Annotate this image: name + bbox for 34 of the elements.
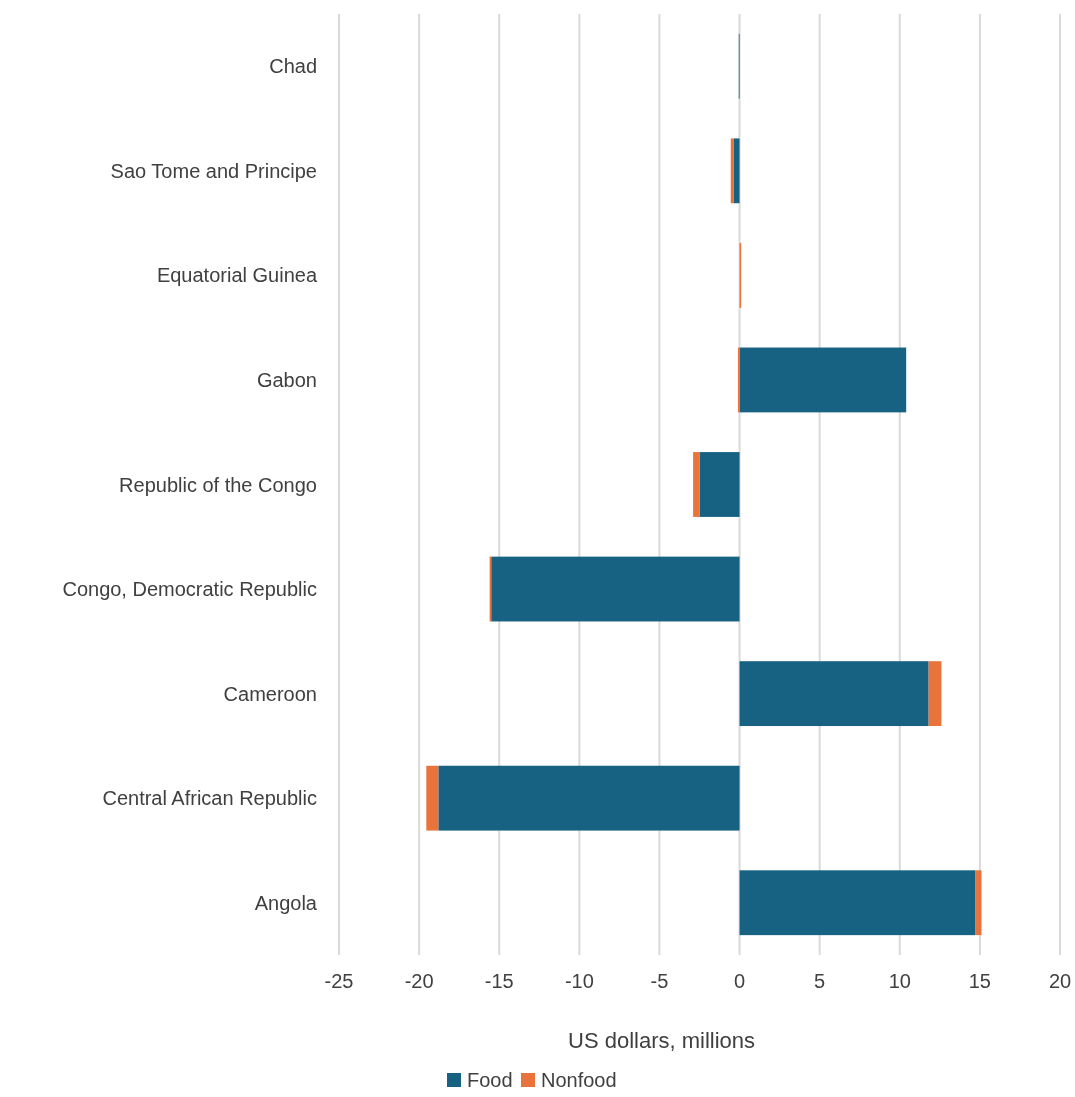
bar — [733, 138, 740, 204]
x-tick-label: -10 — [564, 970, 594, 992]
x-tick-label: -5 — [650, 970, 669, 992]
x-tick-label: -20 — [404, 970, 434, 992]
y-tick-label: Central African Republic — [102, 787, 317, 810]
x-tick-label: 5 — [814, 970, 826, 992]
y-tick-label: Cameroon — [223, 682, 317, 705]
bar — [739, 661, 929, 727]
bar — [975, 870, 982, 936]
x-tick-label: -15 — [484, 970, 514, 992]
bar — [739, 870, 976, 936]
bar — [699, 452, 740, 517]
x-tick-label: -25 — [324, 970, 354, 992]
y-tick-label: Angola — [254, 891, 318, 914]
y-tick-label: Gabon — [256, 368, 317, 391]
x-tick-label: 20 — [1048, 970, 1072, 992]
x-tick-label: 15 — [968, 970, 992, 992]
bar — [426, 765, 439, 831]
x-tick-label: 0 — [733, 970, 746, 992]
y-tick-label: Republic of the Congo — [119, 473, 317, 496]
bar — [739, 347, 907, 413]
bar — [491, 556, 740, 622]
y-tick-label: Congo, Democratic Republic — [62, 578, 317, 601]
bar — [438, 765, 740, 831]
y-tick-label: Equatorial Guinea — [156, 264, 318, 287]
legend-label: Food — [467, 1069, 513, 1091]
y-tick-label: Chad — [269, 55, 317, 78]
legend-label: Nonfood — [541, 1069, 617, 1091]
bar — [928, 661, 942, 727]
y-tick-label: Sao Tome and Principe — [110, 159, 317, 182]
bar — [730, 138, 734, 204]
bar — [693, 452, 700, 517]
x-axis-title: US dollars, millions — [568, 1028, 756, 1053]
x-tick-label: 10 — [888, 970, 911, 992]
